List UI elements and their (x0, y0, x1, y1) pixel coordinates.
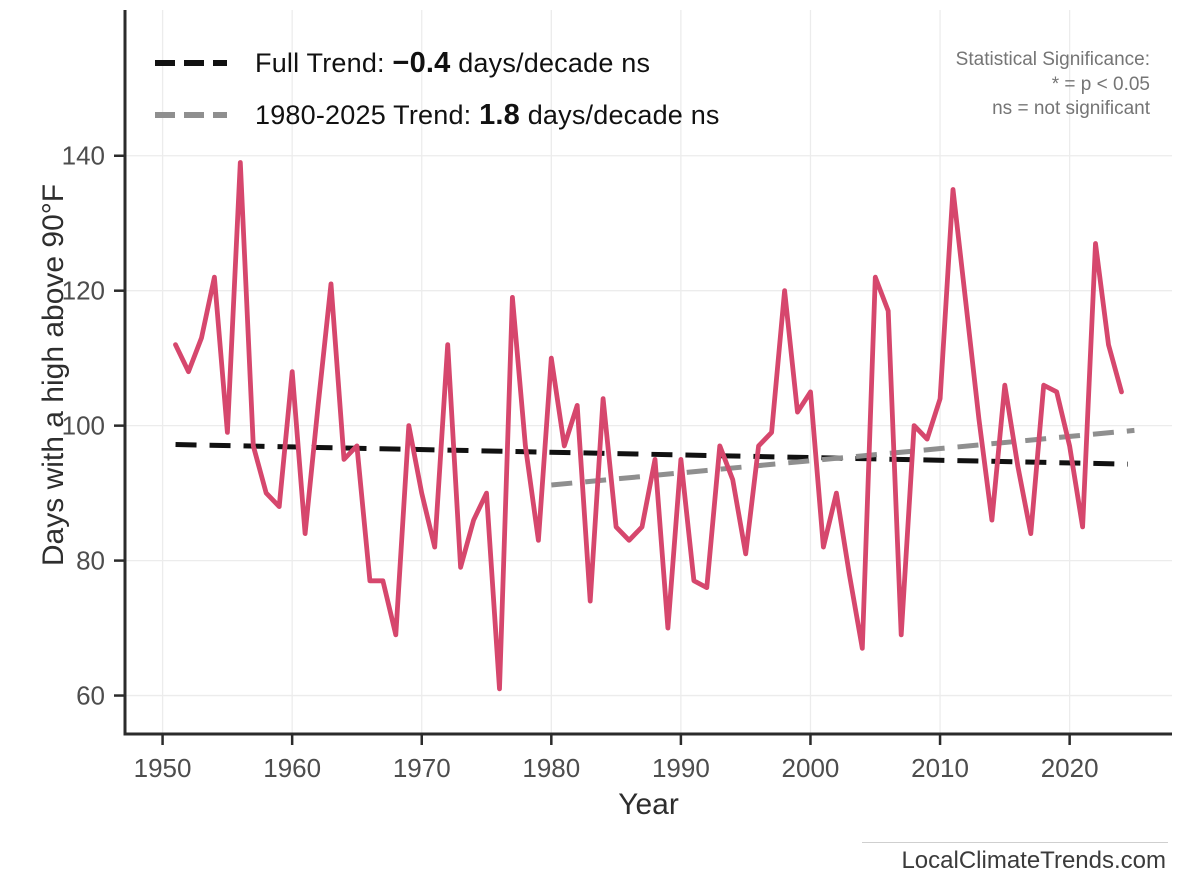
x-axis-title: Year (618, 788, 679, 821)
x-tick-label-2020: 2020 (1041, 753, 1099, 783)
legend-label-full-trend: Full Trend: −0.4 days/decade ns (255, 46, 651, 79)
full-trend-line (175, 442, 1128, 467)
recent-trend-line (551, 427, 1135, 488)
recent-trend-dash-icon (155, 112, 227, 118)
legend-label-recent-trend: 1980-2025 Trend: 1.8 days/decade ns (255, 98, 720, 131)
legend-item-recent-trend: 1980-2025 Trend: 1.8 days/decade ns (153, 98, 720, 132)
x-tick-label-1970: 1970 (393, 753, 451, 783)
legend-item-full-trend: Full Trend: −0.4 days/decade ns (153, 46, 650, 80)
y-axis-title: Days with a high above 90°F (37, 183, 70, 567)
significance-note: Statistical Significance: * = p < 0.05 n… (956, 48, 1150, 122)
significance-note-ns: ns = not significant (992, 98, 1150, 119)
y-tick-label-100: 100 (62, 411, 105, 441)
x-tick-label-1980: 1980 (522, 753, 580, 783)
x-tick-label-1990: 1990 (652, 753, 710, 783)
days-above-90-series-line (173, 160, 1124, 692)
x-tick-label-2010: 2010 (911, 753, 969, 783)
y-tick-label-80: 80 (76, 546, 105, 576)
significance-note-star: * = p < 0.05 (1051, 73, 1150, 95)
significance-note-title: Statistical Significance: (955, 49, 1150, 70)
x-tick-label-2000: 2000 (782, 753, 840, 783)
y-tick-label-120: 120 (62, 276, 105, 306)
x-tick-label-1950: 1950 (134, 753, 192, 783)
y-tick-label-140: 140 (62, 141, 105, 171)
x-tick-label-1960: 1960 (263, 753, 321, 783)
watermark: LocalClimateTrends.com (901, 847, 1166, 874)
full-trend-dash-icon (155, 60, 227, 66)
y-tick-label-60: 60 (76, 681, 105, 711)
watermark-divider (862, 842, 1168, 843)
